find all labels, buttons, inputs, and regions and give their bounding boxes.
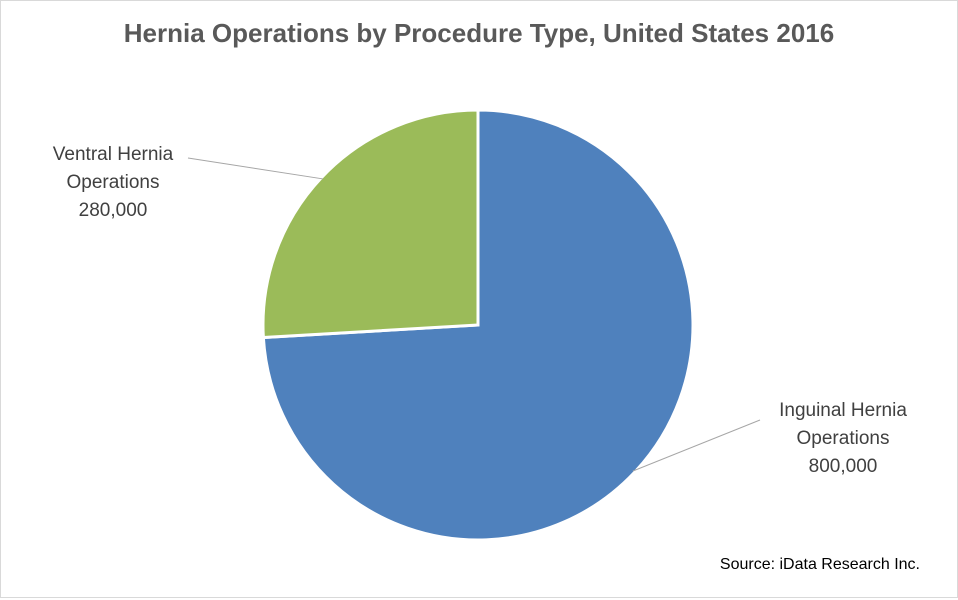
leader-line (632, 419, 761, 472)
chart-title: Hernia Operations by Procedure Type, Uni… (123, 18, 835, 48)
category-label: Inguinal Hernia Operations (779, 400, 907, 449)
leader-line (187, 157, 324, 180)
pie-slice (261, 108, 480, 340)
source-note: Source: iData Research Inc. (719, 556, 920, 573)
value-label: 280,000 (78, 200, 148, 221)
category-label: Ventral Hernia Operations (52, 144, 174, 193)
data-label: Inguinal Hernia Operations 800,000 (758, 397, 928, 481)
data-label: Ventral Hernia Operations 280,000 (28, 141, 198, 225)
value-label: 800,000 (808, 456, 878, 477)
